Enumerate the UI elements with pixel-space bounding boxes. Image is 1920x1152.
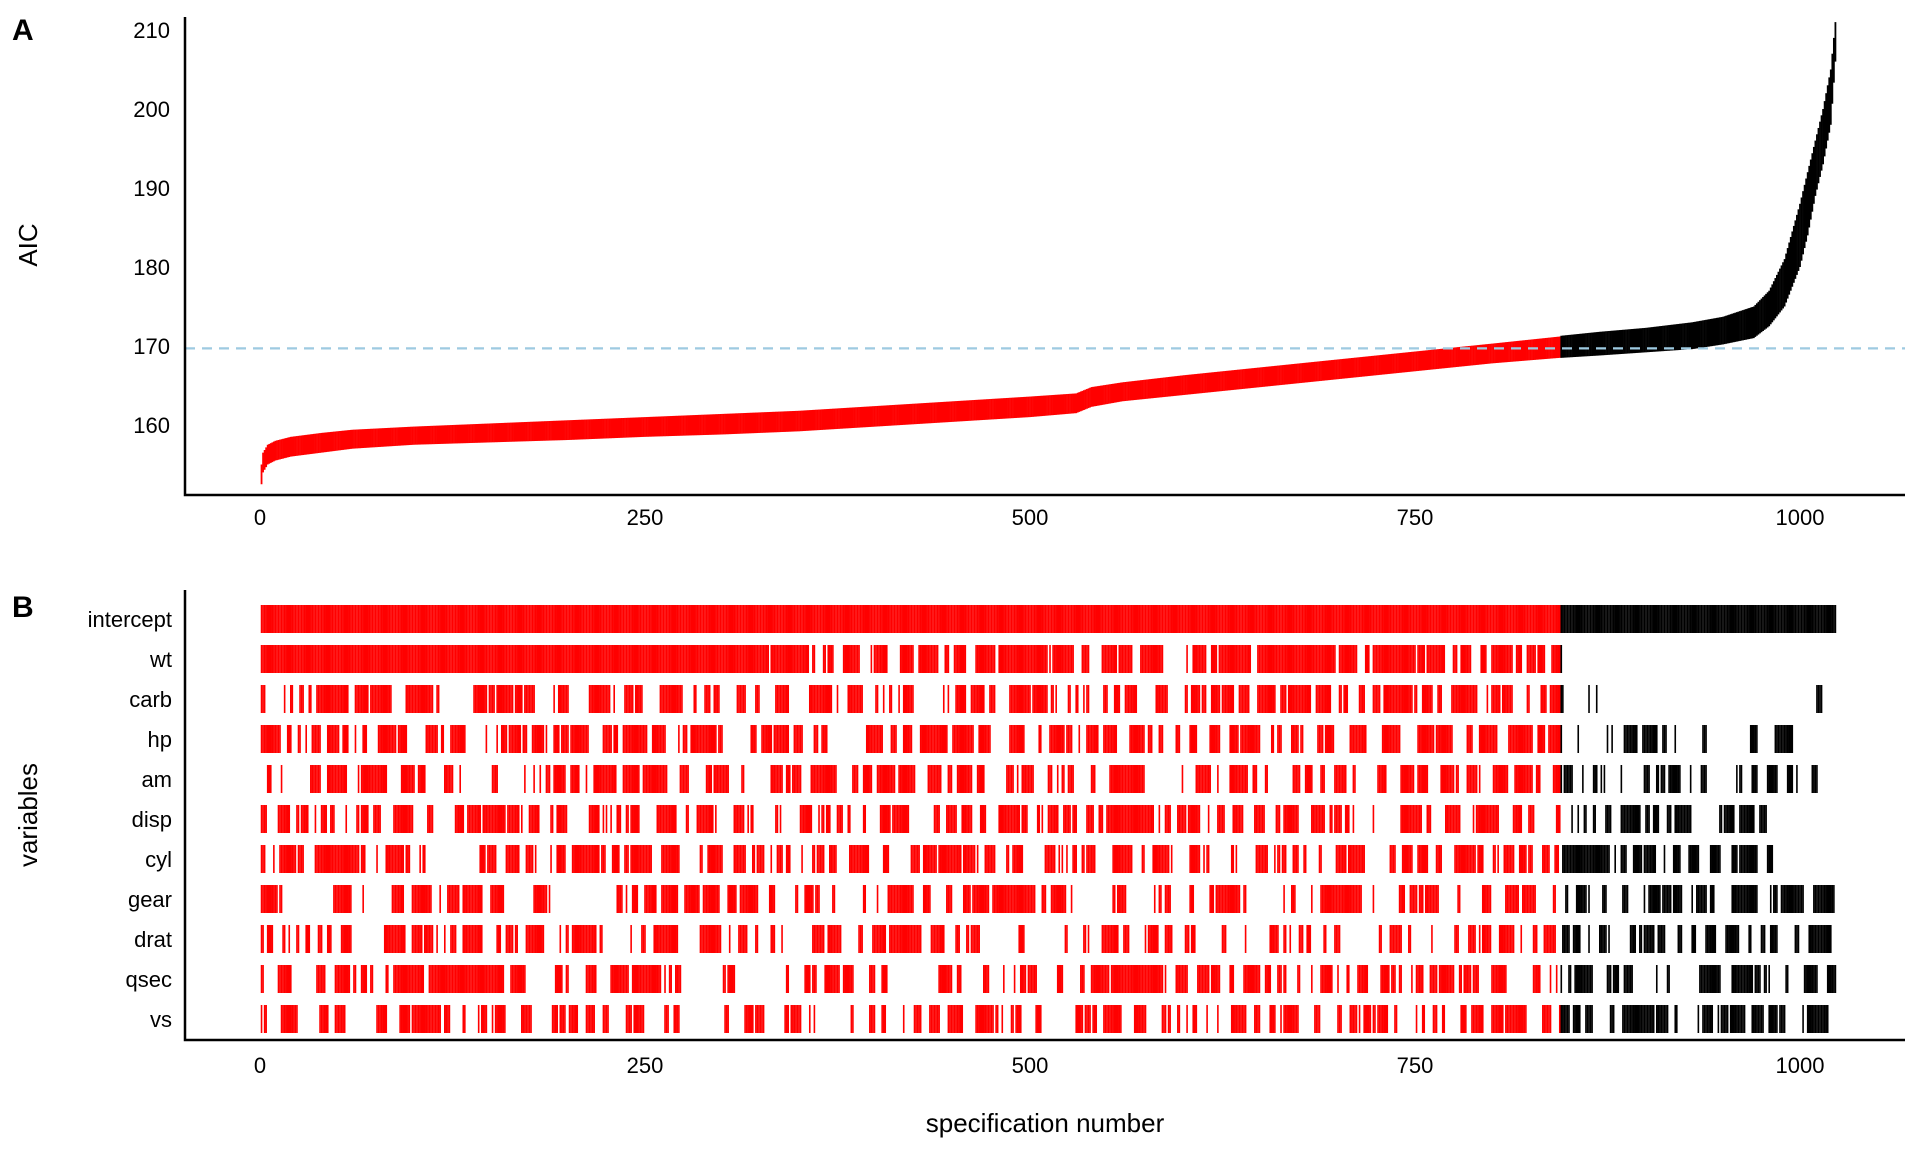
- y-tick-label: 170: [133, 334, 170, 359]
- x-tick-label: 750: [1397, 505, 1434, 530]
- y-tick-label: 210: [133, 18, 170, 43]
- x-tick-label: 1000: [1776, 505, 1825, 530]
- x-tick-label: 500: [1012, 505, 1049, 530]
- x-tick-label: 0: [254, 505, 266, 530]
- y-tick-label: 190: [133, 176, 170, 201]
- y-axis-title-aic: AIC: [13, 223, 43, 266]
- y-axis-title-variables: variables: [13, 763, 43, 867]
- panel-a-aic-chart: A AIC 160 170 180 190 200 210 0 250 500 750 1000: [12, 14, 1905, 530]
- panel-b-label: B: [12, 591, 34, 624]
- y-tick-label: 180: [133, 255, 170, 280]
- x-tick-labels-a: 0 250 500 750 1000: [254, 505, 1825, 530]
- y-tick-label: 160: [133, 413, 170, 438]
- x-tick-label: 250: [627, 505, 664, 530]
- panel-a-label: A: [12, 14, 34, 47]
- y-tick-label: 200: [133, 97, 170, 122]
- y-tick-labels: 160 170 180 190 200 210: [133, 18, 170, 438]
- aic-marks: [260, 22, 1837, 485]
- panel-a-axes: [183, 17, 1905, 497]
- panel-b-variables-chart: B variables interceptwtcarbhpamdispcylge…: [12, 590, 1905, 1138]
- variable-inclusion-marks: [260, 605, 1837, 1033]
